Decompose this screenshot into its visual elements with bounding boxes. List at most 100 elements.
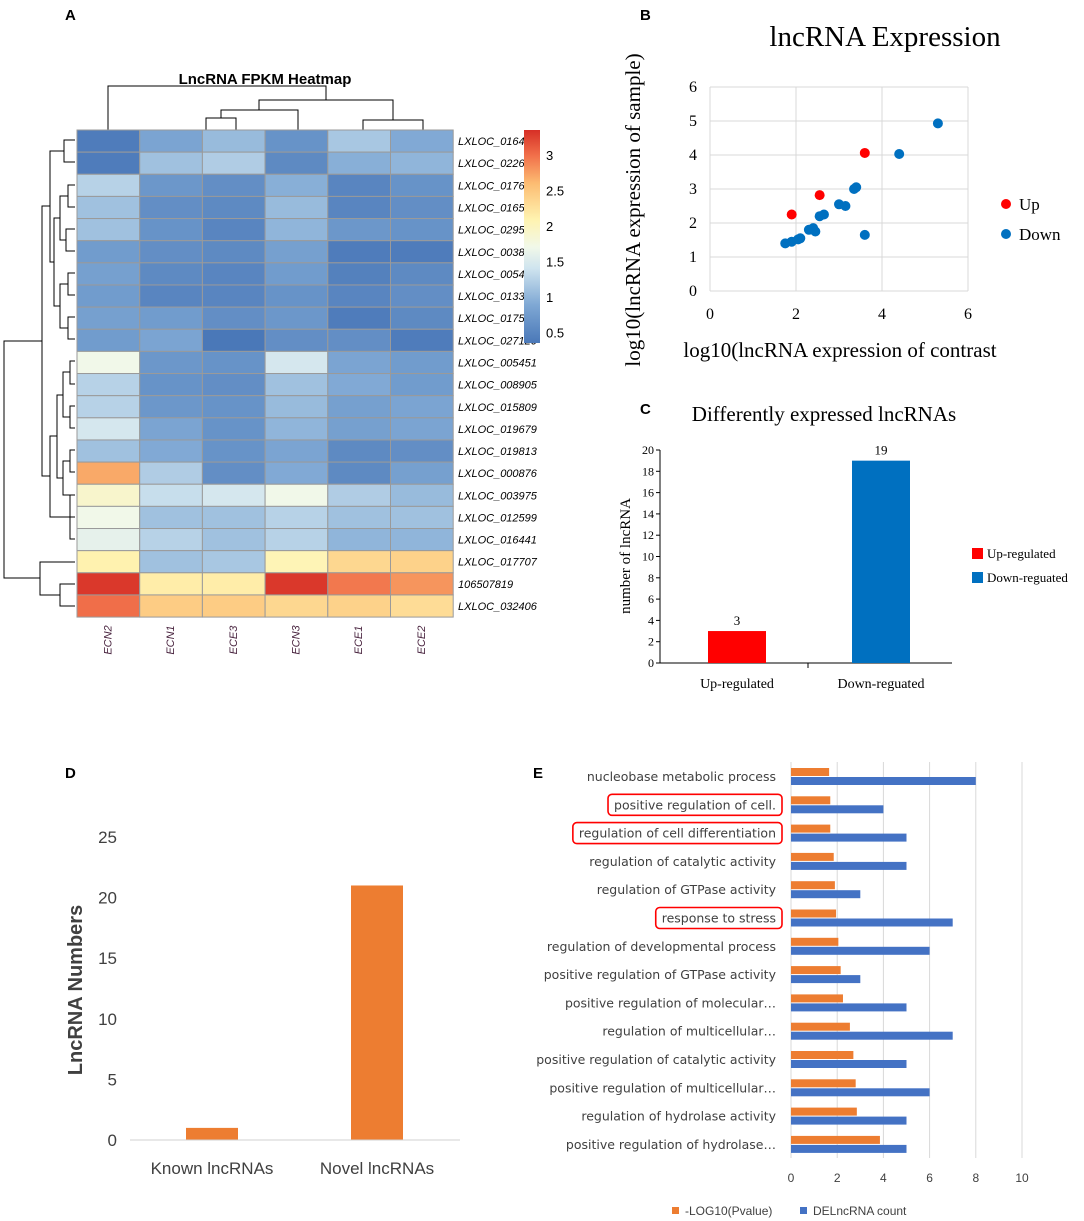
de-y-tick-label: 0: [648, 656, 654, 670]
de-legend-up-label: Up-regulated: [987, 546, 1056, 561]
heatmap-cell: [327, 328, 391, 352]
go-bar-pvalue: [791, 1107, 857, 1116]
go-bar-pvalue: [791, 1022, 850, 1031]
heatmap-column-label: ECE3: [228, 625, 240, 655]
scatter-point-down: [932, 118, 943, 129]
go-bar-count: [791, 890, 861, 899]
go-bar-pvalue: [791, 1051, 854, 1059]
heatmap-cell: [201, 395, 266, 419]
de-y-tick-label: 6: [648, 592, 654, 606]
de-y-tick-label: 16: [642, 486, 654, 500]
scatter-x-tick: 0: [706, 306, 714, 323]
de-y-tick-label: 10: [642, 550, 654, 564]
heatmap-row-label: LXLOC_019813: [458, 446, 538, 458]
scatter-ylabel: log10(lncRNA expression of sample): [621, 53, 645, 366]
heatmap-cell: [390, 461, 454, 485]
colorbar-tick-label: 1.5: [546, 254, 564, 269]
numbers-bar: [186, 1127, 238, 1140]
heatmap-row-label: LXLOC_032406: [458, 601, 538, 613]
scatter-y-tick: 2: [689, 215, 697, 232]
heatmap-cells: [76, 129, 454, 618]
heatmap-row-label: LXLOC_016441: [458, 535, 537, 547]
heatmap-cell: [139, 483, 203, 507]
colorbar-tick-label: 0.5: [546, 325, 564, 340]
heatmap-cell: [201, 129, 266, 153]
heatmap-cell: [76, 572, 141, 596]
go-legend-count-label: DELncRNA count: [813, 1204, 907, 1218]
scatter-y-tick: 4: [689, 147, 697, 164]
de-y-tick-label: 20: [642, 443, 654, 457]
numbers-y-tick-label: 15: [98, 949, 117, 968]
heatmap-cell: [327, 439, 391, 463]
heatmap-cell: [327, 306, 391, 330]
scatter-y-tick: 0: [689, 283, 697, 300]
heatmap-cell: [390, 151, 454, 175]
heatmap-cell: [327, 373, 391, 397]
go-term-label: regulation of cell differentiation: [579, 826, 776, 841]
scatter-point-down: [810, 226, 821, 237]
go-bar-pvalue: [791, 937, 839, 946]
heatmap-cell: [139, 129, 203, 153]
panel-letter-b: B: [640, 7, 651, 24]
go-x-ticks: 0 2 4 6 8 10: [788, 1171, 1029, 1185]
heatmap-cell: [201, 284, 266, 308]
numbers-y-tick-label: 25: [98, 828, 117, 847]
panel-letter-c: C: [640, 401, 651, 418]
heatmap-row-labels: LXLOC_016443 LXLOC_022628 LXLOC_017686 LXLO…: [458, 136, 538, 613]
de-bar: [852, 460, 910, 663]
de-y-ticks: 0 2 4 6 8 10 12 14 16 18 20: [642, 443, 660, 670]
heatmap-cell: [201, 528, 266, 552]
go-bar-panel: nucleobase metabolic process positive reg…: [536, 762, 1029, 1218]
go-bar-count: [791, 861, 907, 870]
heatmap-cell: [139, 528, 203, 552]
scatter-x-tick: 6: [964, 306, 972, 323]
heatmap-cell: [390, 505, 454, 530]
heatmap-cell: [264, 151, 329, 175]
heatmap-row-label: 106507819: [458, 579, 513, 591]
heatmap-cell: [139, 306, 203, 330]
heatmap-cell: [76, 594, 141, 618]
heatmap-cell: [327, 483, 391, 507]
go-term-label: regulation of multicellular…: [602, 1024, 776, 1039]
numbers-ylabel: LncRNA Numbers: [65, 905, 87, 1075]
scatter-y-tick: 1: [689, 249, 697, 266]
go-bar-count: [791, 1088, 930, 1097]
go-bar-pvalue: [791, 824, 831, 833]
heatmap-cell: [201, 550, 266, 574]
colorbar-tick-label: 1: [546, 290, 553, 305]
de-category-label: Down-reguated: [837, 677, 924, 692]
scatter-title: lncRNA Expression: [769, 21, 1001, 53]
heatmap-cell: [264, 483, 329, 507]
go-term-label: positive regulation of GTPase activity: [544, 967, 777, 982]
de-legend-up-swatch: [972, 548, 983, 559]
de-y-tick-label: 2: [648, 635, 654, 649]
heatmap-cell: [327, 240, 391, 264]
heatmap-row-label: LXLOC_003804: [458, 247, 537, 259]
numbers-y-tick-label: 5: [108, 1070, 117, 1089]
scatter-y-tick: 3: [689, 181, 697, 198]
heatmap-row-label: LXLOC_027120: [458, 335, 538, 347]
heatmap-cell: [76, 328, 141, 352]
go-bar-count: [791, 777, 976, 785]
go-x-tick-label: 2: [834, 1171, 841, 1185]
heatmap-cell: [139, 572, 203, 596]
heatmap-column-labels: ECN2 ECN1 ECE3 ECN3 ECE1 ECE2: [102, 624, 428, 654]
heatmap-cell: [264, 417, 329, 441]
heatmap-cell: [139, 461, 203, 485]
go-term-label: regulation of catalytic activity: [589, 854, 776, 869]
heatmap-cell: [390, 350, 454, 375]
scatter-ticks: 0 2 4 6 0 1 2 3 4 5 6: [689, 79, 972, 323]
panel-letter-d: D: [65, 765, 76, 782]
heatmap-column-label: ECN1: [165, 625, 177, 654]
colorbar-tick-label: 2.5: [546, 183, 564, 198]
go-bar-pvalue: [791, 1135, 880, 1144]
go-term-label: regulation of GTPase activity: [597, 882, 777, 897]
heatmap-row-label: LXLOC_013387: [458, 291, 538, 303]
numbers-category-label: Known lncRNAs: [151, 1159, 274, 1178]
heatmap-cell: [264, 439, 329, 463]
heatmap-row-label: LXLOC_005451: [458, 357, 537, 369]
go-term-label: positive regulation of catalytic activit…: [536, 1052, 776, 1067]
go-x-tick-label: 4: [880, 1171, 887, 1185]
heatmap-cell: [201, 439, 266, 463]
go-x-tick-label: 10: [1015, 1171, 1029, 1185]
